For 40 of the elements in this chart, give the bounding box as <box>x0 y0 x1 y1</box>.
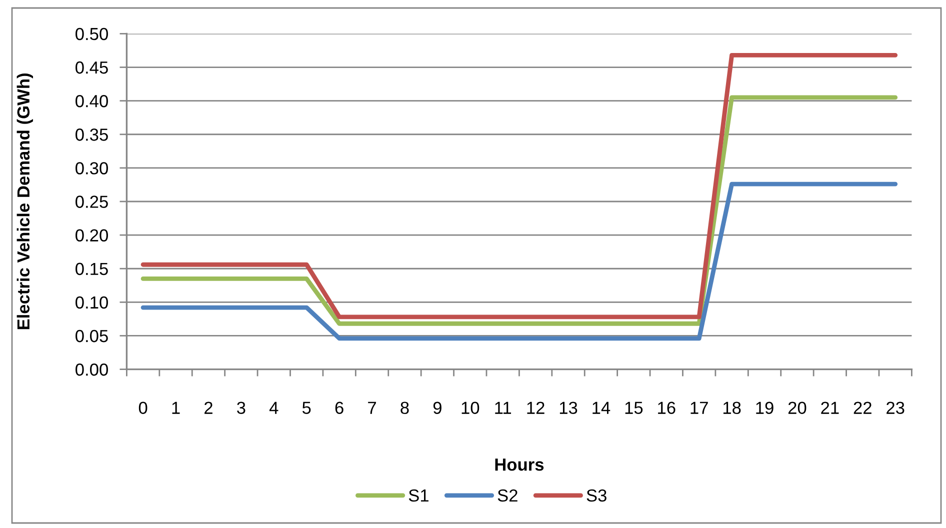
y-tick-label: 0.15 <box>76 262 108 276</box>
legend-label: S2 <box>498 489 518 502</box>
y-tick-label: 0.10 <box>76 296 108 309</box>
y-tick-label: 0.30 <box>76 162 108 174</box>
y-tick-label: 0.50 <box>76 28 108 40</box>
x-tick-label: 18 <box>723 402 741 414</box>
y-tick-label: 0.45 <box>76 61 108 74</box>
x-axis-title: Hours <box>495 458 544 471</box>
x-tick-label: 6 <box>335 402 344 414</box>
x-tick-label: 12 <box>527 402 544 414</box>
x-tick-label: 19 <box>756 402 774 414</box>
x-tick-label: 15 <box>625 402 643 414</box>
x-tick-label: 2 <box>204 402 212 414</box>
y-tick-label: 0.20 <box>76 229 108 242</box>
x-tick-label: 9 <box>433 402 442 414</box>
x-tick-label: 20 <box>788 402 806 414</box>
x-tick-label: 11 <box>495 402 512 414</box>
x-tick-label: 10 <box>462 402 480 414</box>
y-tick-label: 0.40 <box>76 94 108 108</box>
x-tick-label: 0 <box>138 402 148 414</box>
legend-label: S3 <box>586 489 606 502</box>
x-tick-label: 8 <box>400 402 409 414</box>
x-tick-label: 22 <box>854 402 872 414</box>
x-tick-label: 3 <box>237 402 246 414</box>
x-tick-label: 21 <box>821 402 839 414</box>
x-tick-label: 23 <box>886 402 904 414</box>
x-tick-label: 14 <box>592 402 610 414</box>
x-tick-label: 4 <box>269 402 278 414</box>
x-tick-label: 7 <box>368 402 376 414</box>
y-tick-label: 0.35 <box>76 128 108 141</box>
x-tick-label: 1 <box>172 402 180 414</box>
y-axis-title: Electric Vehicle Demand (GWh) <box>16 74 33 330</box>
y-tick-label: 0.00 <box>76 363 108 376</box>
y-tick-label: 0.25 <box>76 196 108 208</box>
x-tick-label: 13 <box>560 402 578 414</box>
y-tick-label: 0.05 <box>76 330 108 342</box>
x-tick-label: 16 <box>658 402 676 414</box>
legend-label: S1 <box>408 489 428 502</box>
x-tick-label: 5 <box>302 402 311 414</box>
x-tick-label: 17 <box>690 402 708 414</box>
